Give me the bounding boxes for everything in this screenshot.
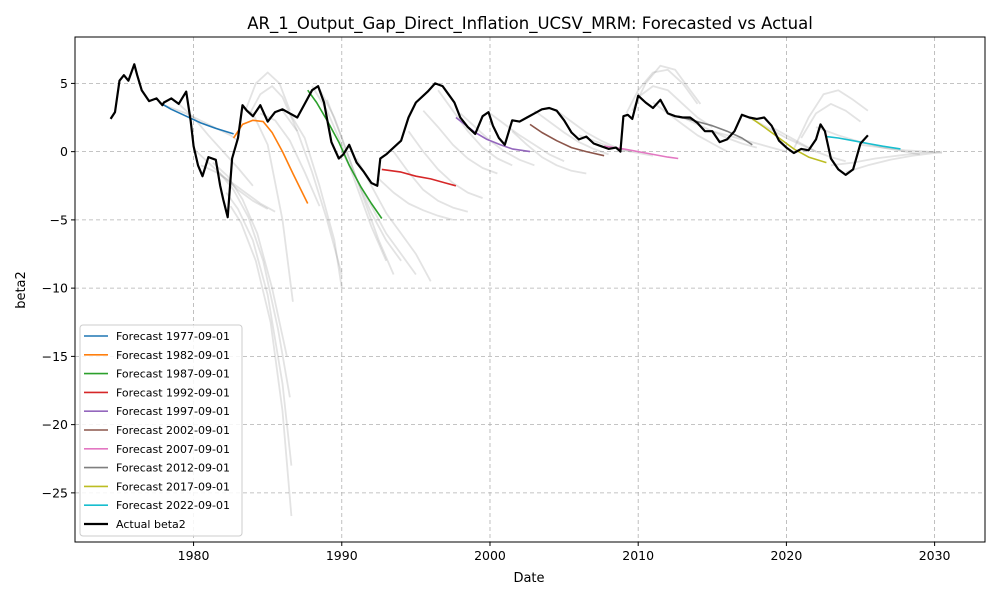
legend-label: Forecast 1992-09-01 — [116, 386, 230, 399]
background-forecast-line — [830, 150, 935, 167]
plot-frame — [74, 36, 986, 543]
legend-label: Actual beta2 — [116, 518, 186, 531]
forecast-series-line — [751, 118, 827, 164]
background-forecast-line — [712, 130, 787, 153]
background-forecast-line — [212, 161, 288, 357]
y-tick-label: −25 — [42, 485, 68, 500]
legend-box — [79, 324, 243, 537]
background-forecast-line — [860, 143, 943, 154]
x-axis-label: Date — [513, 571, 544, 586]
y-tick-label: −5 — [50, 212, 68, 227]
background-forecast-line — [511, 130, 587, 175]
chart-title: AR_1_Output_Gap_Direct_Inflation_UCSV_MR… — [247, 14, 813, 34]
legend-label: Forecast 2012-09-01 — [116, 462, 230, 475]
legend: Forecast 1977-09-01 Forecast 1982-09-01 Fo… — [79, 324, 243, 537]
legend-label: Forecast 1987-09-01 — [116, 368, 230, 381]
background-forecast-line — [625, 68, 699, 114]
forecast-series-line — [529, 123, 605, 157]
background-forecast-line — [845, 150, 943, 173]
y-axis-label: beta2 — [14, 271, 29, 309]
background-forecast-line — [218, 171, 291, 398]
forecast-series-line — [232, 119, 309, 204]
background-forecast-line — [378, 178, 454, 221]
x-tick-label: 2010 — [622, 548, 654, 563]
background-forecast-line — [459, 112, 535, 167]
legend-label: Forecast 1977-09-01 — [116, 330, 230, 343]
background-forecast-line — [652, 101, 728, 153]
background-forecast-line — [637, 85, 713, 128]
background-forecast-line — [392, 151, 469, 213]
x-tick-label: 2020 — [770, 548, 802, 563]
legend-label: Forecast 2017-09-01 — [116, 480, 230, 493]
actual-line — [109, 63, 869, 219]
actual-line-layer — [109, 63, 869, 219]
background-forecast-line — [163, 104, 239, 142]
background-forecast-line — [244, 71, 291, 112]
legend-label: Forecast 1982-09-01 — [116, 349, 230, 362]
background-forecast-line — [200, 164, 276, 213]
background-forecast-line — [437, 89, 513, 167]
legend-label: Forecast 2002-09-01 — [116, 424, 230, 437]
y-tick-label: 0 — [60, 144, 68, 159]
x-axis-ticks: 1980 1990 2000 2010 2020 2030 — [178, 542, 951, 563]
legend-label: Forecast 2007-09-01 — [116, 443, 230, 456]
x-tick-label: 2000 — [474, 548, 506, 563]
background-forecast-line — [489, 112, 565, 163]
legend-label: Forecast 2022-09-01 — [116, 499, 230, 512]
y-tick-label: 5 — [60, 76, 68, 91]
y-tick-label: −15 — [42, 349, 68, 364]
background-forecast-line — [225, 192, 293, 466]
x-tick-label: 2030 — [919, 548, 951, 563]
forecast-series-line — [159, 101, 234, 135]
grid — [75, 37, 985, 542]
background-forecast-line — [800, 103, 862, 139]
background-forecast-line — [326, 99, 402, 262]
background-forecast-line — [281, 110, 343, 275]
y-tick-label: −20 — [42, 417, 68, 432]
background-forecast-line — [422, 110, 498, 175]
background-forecast-line — [631, 64, 702, 112]
background-forecast-line — [289, 112, 343, 289]
background-forecast-line — [682, 116, 758, 149]
background-forecast-line — [792, 89, 869, 150]
forecast-series-line — [381, 168, 457, 187]
x-tick-label: 1980 — [178, 548, 210, 563]
background-forecast-line — [229, 205, 293, 517]
background-forecast-line — [771, 126, 846, 163]
background-forecast-line — [407, 130, 483, 199]
y-axis-ticks: 5 0 −5 −10 −15 −20 −25 — [42, 76, 75, 500]
x-tick-label: 1990 — [326, 548, 358, 563]
background-forecast-line — [533, 109, 609, 156]
y-tick-label: −10 — [42, 281, 68, 296]
background-forecast-line — [249, 85, 299, 132]
legend-label: Forecast 1997-09-01 — [116, 405, 230, 418]
background-forecast-line — [178, 103, 254, 187]
